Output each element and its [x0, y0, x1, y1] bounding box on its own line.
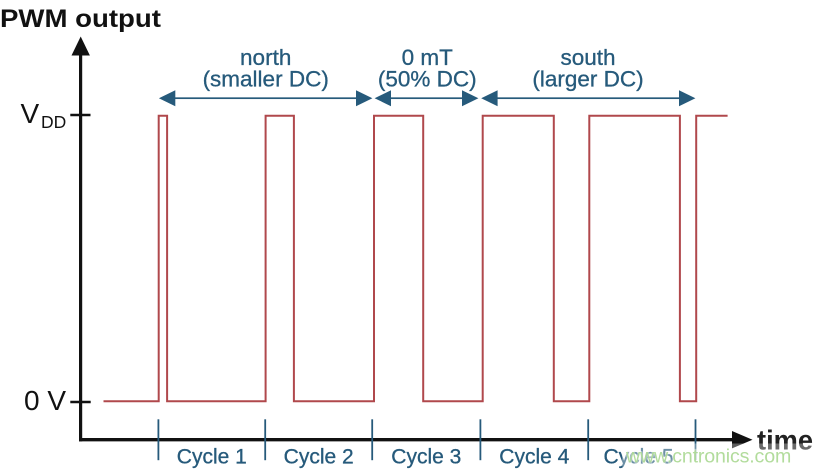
svg-text:(smaller DC): (smaller DC) [203, 67, 329, 92]
svg-text:V: V [21, 98, 40, 129]
svg-text:Cycle 4: Cycle 4 [499, 446, 569, 469]
svg-text:south: south [560, 45, 615, 70]
svg-text:DD: DD [41, 112, 66, 132]
svg-text:PWM output: PWM output [0, 6, 161, 33]
svg-text:(50% DC): (50% DC) [378, 67, 477, 92]
svg-text:www.cntronics.com: www.cntronics.com [625, 445, 791, 467]
svg-text:(larger DC): (larger DC) [532, 67, 643, 92]
svg-text:time: time [757, 424, 813, 455]
svg-text:Cycle 5: Cycle 5 [603, 446, 673, 469]
svg-text:Cycle 1: Cycle 1 [177, 446, 247, 469]
svg-text:0 mT: 0 mT [402, 45, 454, 70]
svg-text:0 V: 0 V [24, 385, 66, 416]
svg-text:Cycle 3: Cycle 3 [391, 446, 461, 469]
svg-text:north: north [240, 45, 291, 70]
svg-text:Cycle 2: Cycle 2 [284, 446, 354, 469]
